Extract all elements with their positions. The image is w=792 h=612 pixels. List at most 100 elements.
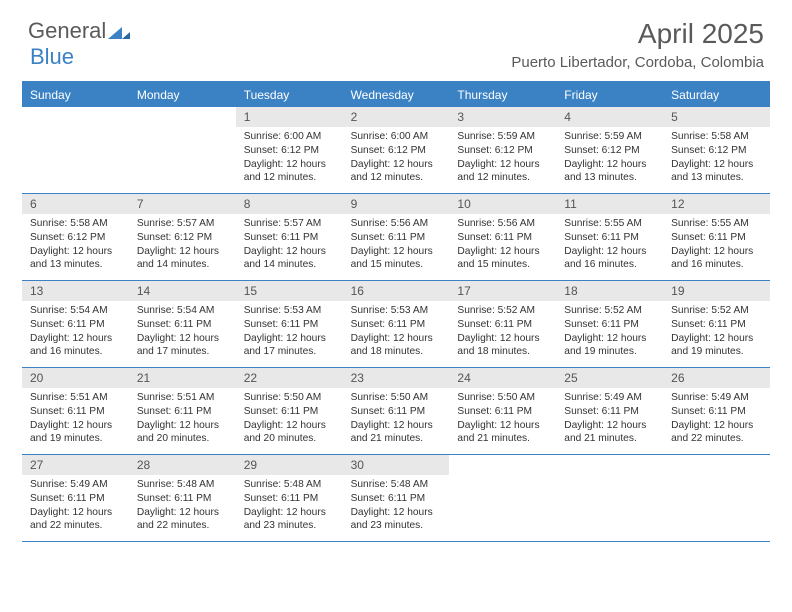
sunset-line: Sunset: 6:11 PM [30,492,121,506]
sunrise-line: Sunrise: 5:59 AM [457,130,548,144]
calendar-cell-29: 29Sunrise: 5:48 AMSunset: 6:11 PMDayligh… [236,455,343,541]
sunrise-line: Sunrise: 5:56 AM [351,217,442,231]
sunset-line: Sunset: 6:11 PM [244,318,335,332]
day-number: 21 [129,368,236,388]
sunset-line: Sunset: 6:11 PM [351,492,442,506]
day-details: Sunrise: 5:54 AMSunset: 6:11 PMDaylight:… [129,304,236,359]
calendar-cell-empty [556,455,663,541]
daylight-line: Daylight: 12 hours and 23 minutes. [351,506,442,534]
day-number: 26 [663,368,770,388]
calendar-cell-27: 27Sunrise: 5:49 AMSunset: 6:11 PMDayligh… [22,455,129,541]
sunrise-line: Sunrise: 5:50 AM [457,391,548,405]
day-details: Sunrise: 5:52 AMSunset: 6:11 PMDaylight:… [556,304,663,359]
sunrise-line: Sunrise: 5:53 AM [244,304,335,318]
sunset-line: Sunset: 6:11 PM [244,405,335,419]
day-details: Sunrise: 5:51 AMSunset: 6:11 PMDaylight:… [22,391,129,446]
calendar-cell-5: 5Sunrise: 5:58 AMSunset: 6:12 PMDaylight… [663,107,770,193]
calendar-cell-12: 12Sunrise: 5:55 AMSunset: 6:11 PMDayligh… [663,194,770,280]
daylight-line: Daylight: 12 hours and 22 minutes. [671,419,762,447]
brand-logo: General [28,18,132,44]
sunset-line: Sunset: 6:12 PM [671,144,762,158]
daylight-line: Daylight: 12 hours and 20 minutes. [244,419,335,447]
day-number: 8 [236,194,343,214]
day-details: Sunrise: 5:57 AMSunset: 6:12 PMDaylight:… [129,217,236,272]
daylight-line: Daylight: 12 hours and 18 minutes. [351,332,442,360]
day-number: 19 [663,281,770,301]
day-details: Sunrise: 5:59 AMSunset: 6:12 PMDaylight:… [556,130,663,185]
day-number: 6 [22,194,129,214]
sunset-line: Sunset: 6:11 PM [671,231,762,245]
calendar-week: 20Sunrise: 5:51 AMSunset: 6:11 PMDayligh… [22,368,770,455]
day-number: 16 [343,281,450,301]
sunrise-line: Sunrise: 5:51 AM [30,391,121,405]
day-number: 25 [556,368,663,388]
sunrise-line: Sunrise: 5:48 AM [137,478,228,492]
day-details: Sunrise: 6:00 AMSunset: 6:12 PMDaylight:… [236,130,343,185]
daylight-line: Daylight: 12 hours and 15 minutes. [351,245,442,273]
location-text: Puerto Libertador, Cordoba, Colombia [511,54,764,71]
calendar: SundayMondayTuesdayWednesdayThursdayFrid… [22,81,770,542]
calendar-cell-1: 1Sunrise: 6:00 AMSunset: 6:12 PMDaylight… [236,107,343,193]
day-details: Sunrise: 5:55 AMSunset: 6:11 PMDaylight:… [556,217,663,272]
day-details: Sunrise: 5:48 AMSunset: 6:11 PMDaylight:… [343,478,450,533]
brand-triangle-icon [108,23,130,39]
daylight-line: Daylight: 12 hours and 15 minutes. [457,245,548,273]
day-header-friday: Friday [556,83,663,107]
daylight-line: Daylight: 12 hours and 13 minutes. [564,158,655,186]
daylight-line: Daylight: 12 hours and 21 minutes. [564,419,655,447]
sunrise-line: Sunrise: 5:49 AM [671,391,762,405]
day-number: 20 [22,368,129,388]
calendar-cell-3: 3Sunrise: 5:59 AMSunset: 6:12 PMDaylight… [449,107,556,193]
day-header-thursday: Thursday [449,83,556,107]
day-details: Sunrise: 5:57 AMSunset: 6:11 PMDaylight:… [236,217,343,272]
day-details: Sunrise: 5:58 AMSunset: 6:12 PMDaylight:… [663,130,770,185]
sunset-line: Sunset: 6:12 PM [564,144,655,158]
sunrise-line: Sunrise: 5:55 AM [671,217,762,231]
sunset-line: Sunset: 6:11 PM [244,492,335,506]
day-details: Sunrise: 5:54 AMSunset: 6:11 PMDaylight:… [22,304,129,359]
calendar-cell-6: 6Sunrise: 5:58 AMSunset: 6:12 PMDaylight… [22,194,129,280]
sunset-line: Sunset: 6:11 PM [351,405,442,419]
day-number: 9 [343,194,450,214]
daylight-line: Daylight: 12 hours and 14 minutes. [137,245,228,273]
calendar-cell-26: 26 Sunrise: 5:49 AMSunset: 6:11 PMDayligh… [663,368,770,454]
day-details: Sunrise: 5:49 AMSunset: 6:11 PMDaylight:… [663,391,770,446]
brand-part1: General [28,18,106,44]
sunrise-line: Sunrise: 5:49 AM [30,478,121,492]
day-number: 4 [556,107,663,127]
sunset-line: Sunset: 6:12 PM [457,144,548,158]
day-details: Sunrise: 5:50 AMSunset: 6:11 PMDaylight:… [343,391,450,446]
calendar-week: 27Sunrise: 5:49 AMSunset: 6:11 PMDayligh… [22,455,770,542]
daylight-line: Daylight: 12 hours and 16 minutes. [671,245,762,273]
sunset-line: Sunset: 6:12 PM [351,144,442,158]
calendar-day-header: SundayMondayTuesdayWednesdayThursdayFrid… [22,83,770,107]
day-details: Sunrise: 5:56 AMSunset: 6:11 PMDaylight:… [449,217,556,272]
sunset-line: Sunset: 6:11 PM [137,318,228,332]
calendar-cell-21: 21Sunrise: 5:51 AMSunset: 6:11 PMDayligh… [129,368,236,454]
sunrise-line: Sunrise: 5:48 AM [244,478,335,492]
sunset-line: Sunset: 6:11 PM [564,405,655,419]
day-header-tuesday: Tuesday [236,83,343,107]
calendar-cell-28: 28Sunrise: 5:48 AMSunset: 6:11 PMDayligh… [129,455,236,541]
day-header-wednesday: Wednesday [343,83,450,107]
daylight-line: Daylight: 12 hours and 20 minutes. [137,419,228,447]
day-number: 23 [343,368,450,388]
calendar-cell-9: 9 Sunrise: 5:56 AMSunset: 6:11 PMDaylight… [343,194,450,280]
day-number: 7 [129,194,236,214]
calendar-cell-empty [449,455,556,541]
daylight-line: Daylight: 12 hours and 23 minutes. [244,506,335,534]
sunset-line: Sunset: 6:11 PM [351,231,442,245]
day-details: Sunrise: 5:53 AMSunset: 6:11 PMDaylight:… [343,304,450,359]
calendar-cell-17: 17Sunrise: 5:52 AMSunset: 6:11 PMDayligh… [449,281,556,367]
day-details: Sunrise: 5:50 AMSunset: 6:11 PMDaylight:… [449,391,556,446]
calendar-week: 13Sunrise: 5:54 AMSunset: 6:11 PMDayligh… [22,281,770,368]
daylight-line: Daylight: 12 hours and 22 minutes. [137,506,228,534]
day-number: 24 [449,368,556,388]
calendar-cell-11: 11Sunrise: 5:55 AMSunset: 6:11 PMDayligh… [556,194,663,280]
day-details: Sunrise: 5:56 AMSunset: 6:11 PMDaylight:… [343,217,450,272]
calendar-cell-30: 30Sunrise: 5:48 AMSunset: 6:11 PMDayligh… [343,455,450,541]
day-details: Sunrise: 5:48 AMSunset: 6:11 PMDaylight:… [236,478,343,533]
calendar-cell-10: 10Sunrise: 5:56 AMSunset: 6:11 PMDayligh… [449,194,556,280]
daylight-line: Daylight: 12 hours and 21 minutes. [457,419,548,447]
day-details: Sunrise: 5:49 AMSunset: 6:11 PMDaylight:… [556,391,663,446]
